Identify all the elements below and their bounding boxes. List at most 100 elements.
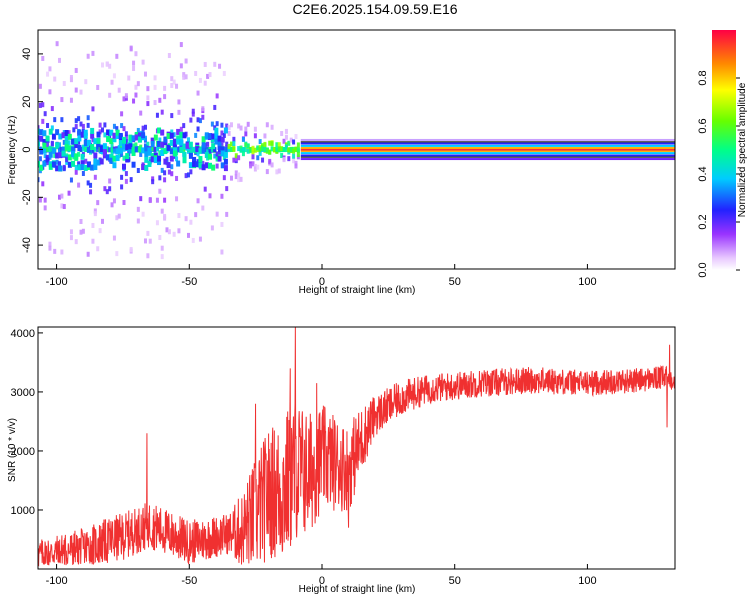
heatmap-cell: [196, 198, 200, 204]
heatmap-cell: [98, 228, 102, 234]
heatmap-cell: [48, 66, 52, 72]
heatmap-cell: [80, 164, 85, 171]
heatmap-cell: [234, 153, 238, 159]
heatmap-cell: [57, 146, 61, 152]
heatmap-cell: [207, 153, 212, 160]
heatmap-cell: [46, 71, 50, 77]
heatmap-cell: [39, 164, 44, 171]
heatmap-cell: [86, 144, 90, 150]
y-tick-label: -40: [21, 237, 33, 253]
heatmap-cell: [241, 136, 245, 142]
heatmap-cell: [241, 151, 245, 157]
heatmap-cell: [172, 142, 177, 149]
heatmap-cell: [81, 128, 85, 134]
heatmap-cell: [253, 163, 257, 169]
heatmap-band-row: [300, 149, 675, 152]
heatmap-cell: [120, 144, 124, 150]
heatmap-cell: [227, 130, 231, 136]
heatmap-cell: [203, 61, 207, 67]
heatmap-cell: [280, 153, 284, 159]
heatmap-cell: [201, 205, 205, 211]
heatmap-cell: [246, 121, 250, 127]
heatmap-cell: [253, 126, 257, 132]
heatmap-cell: [150, 156, 155, 163]
heatmap-cell: [157, 155, 162, 162]
heatmap-cell: [211, 143, 216, 150]
heatmap-cell: [132, 98, 136, 104]
heatmap-cell: [112, 198, 116, 204]
heatmap-cell: [294, 160, 298, 166]
heatmap-cell: [86, 122, 90, 128]
heatmap-cell: [158, 137, 162, 143]
heatmap-cell: [167, 169, 171, 175]
heatmap-cell: [57, 194, 61, 200]
heatmap-cell: [296, 152, 300, 158]
heatmap-cell: [121, 163, 126, 170]
heatmap-cell: [84, 158, 88, 164]
heatmap-cell: [188, 152, 193, 159]
heatmap-cell: [203, 186, 207, 192]
y-tick-label: 2000: [11, 446, 35, 458]
heatmap-cell: [65, 157, 69, 163]
heatmap-cell: [165, 227, 169, 233]
heatmap-cell: [215, 93, 219, 99]
heatmap-cell: [194, 212, 198, 218]
heatmap-cell: [38, 102, 42, 108]
heatmap-cell: [179, 126, 183, 132]
heatmap-cell: [139, 151, 143, 157]
heatmap-cell: [282, 157, 286, 163]
heatmap-cell: [175, 83, 179, 89]
heatmap-cell: [256, 155, 260, 161]
heatmap-cell: [106, 136, 111, 143]
heatmap-cell: [137, 132, 142, 139]
heatmap-cell: [191, 108, 195, 114]
heatmap-cell: [50, 106, 54, 112]
heatmap-cell: [74, 67, 78, 73]
heatmap-cell: [103, 186, 107, 192]
heatmap-cell: [112, 136, 117, 143]
heatmap-cell: [55, 159, 59, 165]
heatmap-cell: [120, 152, 124, 158]
colorbar-label: Normalized spectral amplitude: [737, 82, 748, 217]
heatmap-cell: [41, 102, 45, 108]
heatmap-cell: [102, 149, 107, 156]
heatmap-cell: [189, 169, 193, 175]
heatmap-cell: [160, 129, 165, 136]
heatmap-cell: [284, 147, 288, 153]
heatmap-cell: [220, 249, 224, 255]
heatmap-cell: [143, 238, 147, 244]
heatmap-cell: [146, 253, 150, 259]
heatmap-cell: [67, 133, 72, 140]
heatmap-cell: [128, 143, 133, 150]
heatmap-cell: [71, 138, 76, 145]
heatmap-cell: [129, 177, 133, 183]
heatmap-cell: [160, 167, 164, 173]
heatmap-cell: [208, 72, 212, 78]
heatmap-cell: [198, 156, 203, 163]
y-tick-label: 3000: [11, 387, 35, 399]
heatmap-cell: [170, 164, 174, 170]
heatmap-cell: [234, 174, 238, 180]
heatmap-cell: [125, 153, 130, 160]
heatmap-cell: [258, 139, 262, 145]
heatmap-cell: [220, 142, 224, 148]
heatmap-cell: [275, 142, 279, 148]
heatmap-cell: [265, 122, 269, 128]
heatmap-cell: [176, 138, 181, 145]
heatmap-cell: [50, 140, 54, 146]
heatmap-cell: [125, 144, 130, 151]
heatmap-cell: [91, 222, 95, 228]
heatmap-cell: [124, 178, 128, 184]
heatmap-cell: [53, 76, 57, 82]
heatmap-band-row: [300, 138, 675, 141]
heatmap-cell: [153, 134, 158, 141]
heatmap-cell: [196, 126, 200, 132]
heatmap-cell: [241, 147, 245, 153]
heatmap-cell: [182, 132, 187, 139]
heatmap-band-row: [300, 148, 675, 151]
heatmap-cell: [177, 147, 181, 153]
heatmap-cell: [139, 196, 143, 202]
heatmap-cell: [191, 147, 195, 153]
heatmap-cell: [249, 163, 253, 169]
heatmap-cell: [201, 114, 205, 120]
